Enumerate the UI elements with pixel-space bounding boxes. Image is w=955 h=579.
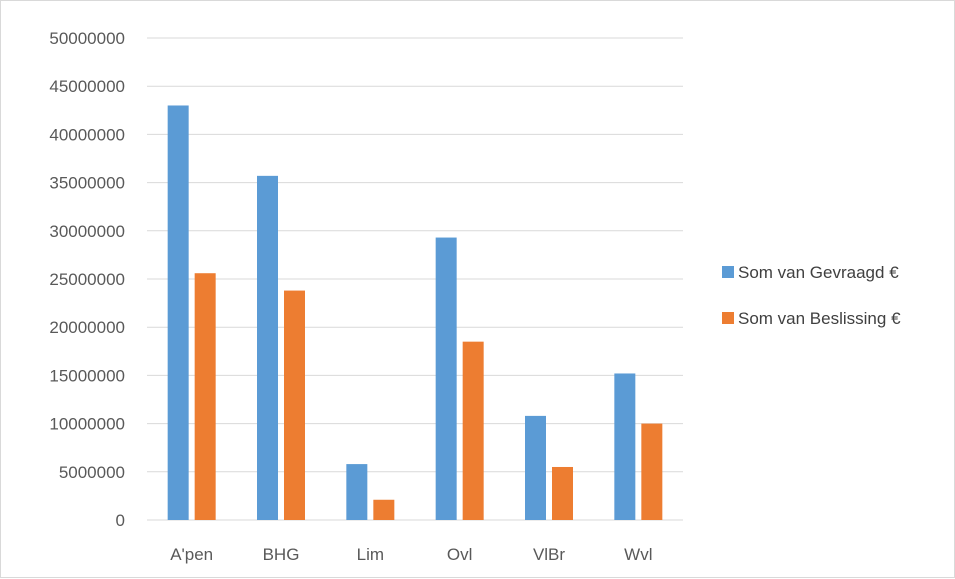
y-tick-label: 5000000 [59,463,125,482]
x-tick-label: Wvl [624,545,652,564]
bar-gevraagd [346,464,368,520]
bar-beslissing [284,290,305,520]
x-tick-label: Lim [357,545,384,564]
bar-beslissing [641,423,663,520]
legend-label: Som van Gevraagd € [738,263,899,282]
legend: Som van Gevraagd € Som van Beslissing € [722,263,901,328]
bar-beslissing [373,499,395,520]
y-tick-label: 40000000 [49,125,125,144]
bar-beslissing [552,466,573,520]
gridlines [147,37,683,521]
bar-beslissing [194,273,216,520]
bar-gevraagd [167,105,189,520]
x-tick-label: Ovl [447,545,473,564]
y-tick-label: 50000000 [49,29,125,48]
y-axis-tick-labels: 0 5000000 10000000 15000000 20000000 25000000… [49,29,125,530]
bar-gevraagd [435,237,457,520]
x-tick-label: A'pen [170,545,213,564]
y-tick-label: 10000000 [49,415,125,434]
x-axis-tick-labels: A'pen BHG Lim Ovl VlBr Wvl [170,545,652,564]
bar-gevraagd [614,373,636,520]
y-tick-label: 45000000 [49,77,125,96]
legend-swatch [722,312,734,324]
y-tick-label: 30000000 [49,222,125,241]
y-tick-label: 15000000 [49,366,125,385]
legend-swatch [722,266,734,278]
bar-gevraagd [525,415,546,520]
y-tick-label: 20000000 [49,318,125,337]
legend-label: Som van Beslissing € [738,309,901,328]
y-tick-label: 0 [116,511,125,530]
y-tick-label: 25000000 [49,270,125,289]
bar-gevraagd [257,175,278,521]
x-tick-label: BHG [263,545,300,564]
x-tick-label: VlBr [533,545,565,564]
bar-beslissing [462,341,484,520]
bars [167,105,663,521]
y-tick-label: 35000000 [49,174,125,193]
